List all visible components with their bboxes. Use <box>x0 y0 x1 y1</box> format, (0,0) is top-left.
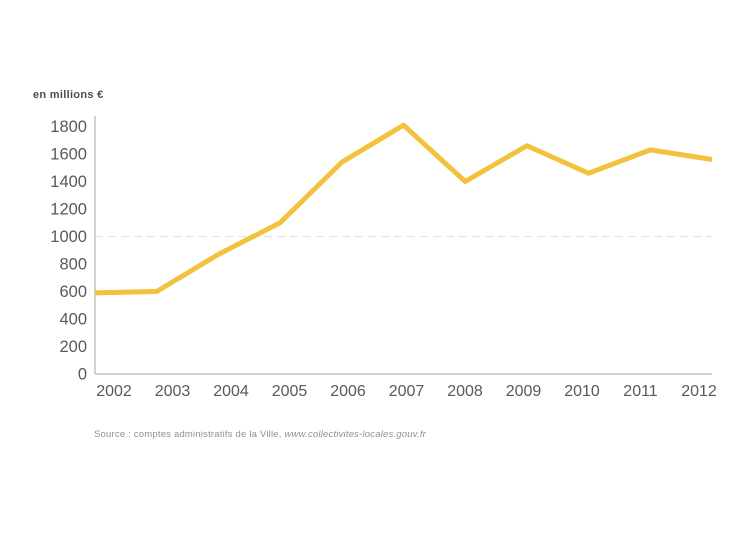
x-tick-label: 2010 <box>564 383 600 400</box>
y-tick-label: 1400 <box>50 173 87 191</box>
source-url: www.collectivites-locales.gouv.fr <box>284 429 427 440</box>
x-tick-label: 2012 <box>681 383 717 400</box>
source-text: Source : comptes administratifs de la Vi… <box>94 429 285 440</box>
x-tick-label: 2011 <box>623 383 658 400</box>
y-tick-label: 1000 <box>50 228 87 246</box>
x-tick-label: 2006 <box>330 383 366 400</box>
data-series-line <box>94 122 713 296</box>
y-tick-label: 1600 <box>50 146 87 164</box>
x-tick-label: 2003 <box>155 383 191 400</box>
x-tick-label: 2004 <box>213 383 249 400</box>
y-tick-label: 400 <box>59 311 87 329</box>
x-tick-label: 2007 <box>389 383 425 400</box>
y-tick-label: 600 <box>59 283 87 301</box>
x-tick-label: 2008 <box>447 383 483 400</box>
x-tick-label: 2005 <box>272 383 308 400</box>
y-tick-label: 0 <box>78 366 87 384</box>
x-tick-label: 2009 <box>506 383 542 400</box>
y-tick-label: 1200 <box>50 201 87 219</box>
y-tick-label: 800 <box>59 256 87 274</box>
y-tick-label: 1800 <box>50 118 87 136</box>
y-tick-label: 200 <box>59 338 87 356</box>
source-note: Source : comptes administratifs de la Vi… <box>94 429 426 440</box>
y-axis-title: en millions € <box>33 89 104 101</box>
x-tick-label: 2002 <box>96 383 132 400</box>
